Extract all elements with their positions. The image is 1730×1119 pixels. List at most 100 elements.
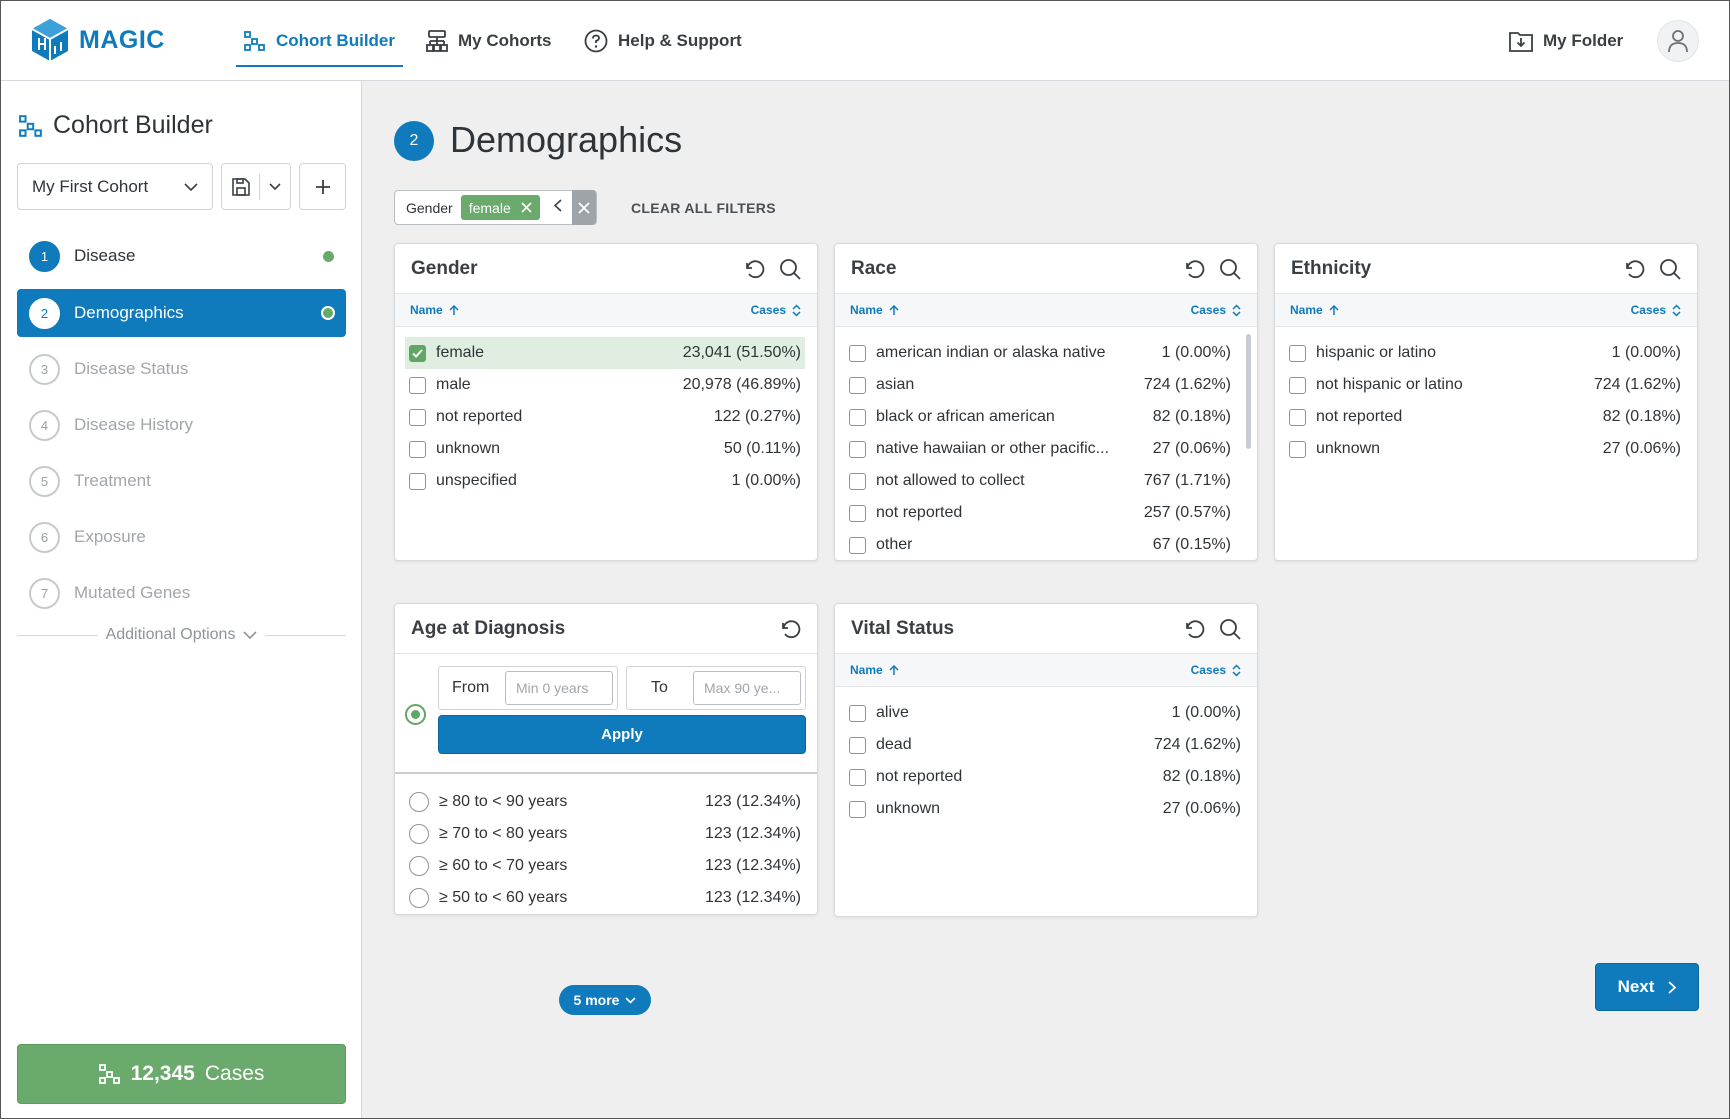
checkbox[interactable] xyxy=(849,536,866,554)
list-item[interactable]: other 67 (0.15%) xyxy=(845,529,1235,560)
list-item[interactable]: american indian or alaska native 1 (0.00%… xyxy=(845,337,1235,369)
user-avatar[interactable] xyxy=(1657,20,1699,62)
from-input[interactable]: Min 0 years xyxy=(505,671,613,705)
list-item[interactable]: not reported 82 (0.18%) xyxy=(1285,401,1685,433)
sort-by-name[interactable]: Name xyxy=(850,663,899,677)
search-icon[interactable] xyxy=(1659,258,1681,280)
cohort-select[interactable]: My First Cohort xyxy=(17,163,213,210)
step-disease-history[interactable]: 4 Disease History xyxy=(17,401,346,449)
sort-by-cases[interactable]: Cases xyxy=(751,303,801,317)
radio[interactable] xyxy=(409,888,429,908)
checkbox[interactable] xyxy=(1289,344,1306,362)
checkbox[interactable] xyxy=(849,440,866,458)
sort-by-cases[interactable]: Cases xyxy=(1191,663,1241,677)
close-icon[interactable] xyxy=(521,202,532,213)
list-item[interactable]: female 23,041 (51.50%) xyxy=(405,337,805,369)
remove-filter-group-button[interactable] xyxy=(571,190,596,225)
save-options-toggle[interactable] xyxy=(260,164,290,209)
list-item[interactable]: black or african american 82 (0.18%) xyxy=(845,401,1235,433)
clear-all-filters-button[interactable]: CLEAR ALL FILTERS xyxy=(631,200,776,216)
nav-cohort-builder[interactable]: Cohort Builder xyxy=(236,1,403,81)
save-button[interactable] xyxy=(222,164,259,209)
active-filter-bar: Gender female xyxy=(394,190,597,225)
checkbox[interactable] xyxy=(849,376,866,394)
step-mutated-genes[interactable]: 7 Mutated Genes xyxy=(17,569,346,617)
checkbox-checked[interactable] xyxy=(409,344,426,362)
reset-icon[interactable] xyxy=(779,618,801,640)
radio[interactable] xyxy=(409,824,429,844)
reset-icon[interactable] xyxy=(1183,618,1205,640)
reset-icon[interactable] xyxy=(1183,258,1205,280)
radio[interactable] xyxy=(409,856,429,876)
reset-icon[interactable] xyxy=(1623,258,1645,280)
sort-by-name[interactable]: Name xyxy=(410,303,459,317)
logo-text: MAGIC xyxy=(79,25,165,54)
checkbox[interactable] xyxy=(849,472,866,490)
checkbox[interactable] xyxy=(1289,440,1306,458)
additional-options-toggle[interactable]: Additional Options xyxy=(17,626,347,644)
list-item[interactable]: not reported 122 (0.27%) xyxy=(405,401,805,433)
filter-chip[interactable]: female xyxy=(460,195,540,220)
checkbox[interactable] xyxy=(1289,408,1306,426)
list-item[interactable]: asian 724 (1.62%) xyxy=(845,369,1235,401)
list-item[interactable]: unknown 27 (0.06%) xyxy=(1285,433,1685,465)
list-item[interactable]: ≥ 80 to < 90 years 123 (12.34%) xyxy=(405,786,805,818)
checkbox[interactable] xyxy=(849,800,866,818)
checkbox[interactable] xyxy=(409,376,426,394)
to-input[interactable]: Max 90 ye... xyxy=(693,671,801,705)
sidebar: Cohort Builder My First Cohort 1 Disease… xyxy=(1,81,362,1118)
sort-by-name[interactable]: Name xyxy=(850,303,899,317)
list-item[interactable]: dead 724 (1.62%) xyxy=(845,729,1245,761)
logo[interactable]: MAGIC xyxy=(31,18,165,62)
list-item[interactable]: not reported 82 (0.18%) xyxy=(845,761,1245,793)
checkbox[interactable] xyxy=(409,472,426,490)
list-item[interactable]: not allowed to collect 767 (1.71%) xyxy=(845,465,1235,497)
reset-icon[interactable] xyxy=(743,258,765,280)
list-item[interactable]: ≥ 60 to < 70 years 123 (12.34%) xyxy=(405,850,805,882)
search-icon[interactable] xyxy=(779,258,801,280)
sort-by-cases[interactable]: Cases xyxy=(1631,303,1681,317)
checkbox[interactable] xyxy=(409,440,426,458)
checkbox[interactable] xyxy=(1289,376,1306,394)
list-item[interactable]: unspecified 1 (0.00%) xyxy=(405,465,805,497)
add-cohort-button[interactable] xyxy=(299,163,346,210)
search-icon[interactable] xyxy=(1219,258,1241,280)
list-item[interactable]: ≥ 70 to < 80 years 123 (12.34%) xyxy=(405,818,805,850)
list-item[interactable]: alive 1 (0.00%) xyxy=(845,697,1245,729)
sort-by-name[interactable]: Name xyxy=(1290,303,1339,317)
nav-my-cohorts[interactable]: My Cohorts xyxy=(426,1,552,81)
checkbox[interactable] xyxy=(849,408,866,426)
list-item[interactable]: hispanic or latino 1 (0.00%) xyxy=(1285,337,1685,369)
next-button[interactable]: Next xyxy=(1595,963,1699,1011)
search-icon[interactable] xyxy=(1219,618,1241,640)
list-item[interactable]: unknown 50 (0.11%) xyxy=(405,433,805,465)
save-cohort-button[interactable] xyxy=(221,163,291,210)
my-folder-link[interactable]: My Folder xyxy=(1509,1,1623,81)
list-item[interactable]: not hispanic or latino 724 (1.62%) xyxy=(1285,369,1685,401)
list-item[interactable]: unknown 27 (0.06%) xyxy=(845,793,1245,825)
step-exposure[interactable]: 6 Exposure xyxy=(17,513,346,561)
apply-button[interactable]: Apply xyxy=(438,715,806,754)
custom-range-radio[interactable] xyxy=(405,704,426,725)
cases-count-button[interactable]: 12,345 Cases xyxy=(17,1044,346,1104)
checkbox[interactable] xyxy=(849,768,866,786)
list-item[interactable]: not reported 257 (0.57%) xyxy=(845,497,1235,529)
step-demographics[interactable]: 2 Demographics xyxy=(17,289,346,337)
nav-help-support[interactable]: Help & Support xyxy=(584,1,742,81)
scrollbar[interactable] xyxy=(1246,334,1251,449)
radio[interactable] xyxy=(409,792,429,812)
step-treatment[interactable]: 5 Treatment xyxy=(17,457,346,505)
checkbox[interactable] xyxy=(849,704,866,722)
checkbox[interactable] xyxy=(409,408,426,426)
sort-by-cases[interactable]: Cases xyxy=(1191,303,1241,317)
checkbox[interactable] xyxy=(849,736,866,754)
step-disease-status[interactable]: 3 Disease Status xyxy=(17,345,346,393)
checkbox[interactable] xyxy=(849,344,866,362)
list-item[interactable]: male 20,978 (46.89%) xyxy=(405,369,805,401)
step-disease[interactable]: 1 Disease xyxy=(17,232,346,280)
collapse-filters-button[interactable] xyxy=(540,199,572,216)
checkbox[interactable] xyxy=(849,504,866,522)
list-item[interactable]: ≥ 50 to < 60 years 123 (12.34%) xyxy=(405,882,805,914)
list-item[interactable]: native hawaiian or other pacific... 27 (0… xyxy=(845,433,1235,465)
show-more-button[interactable]: 5 more xyxy=(559,985,651,1015)
